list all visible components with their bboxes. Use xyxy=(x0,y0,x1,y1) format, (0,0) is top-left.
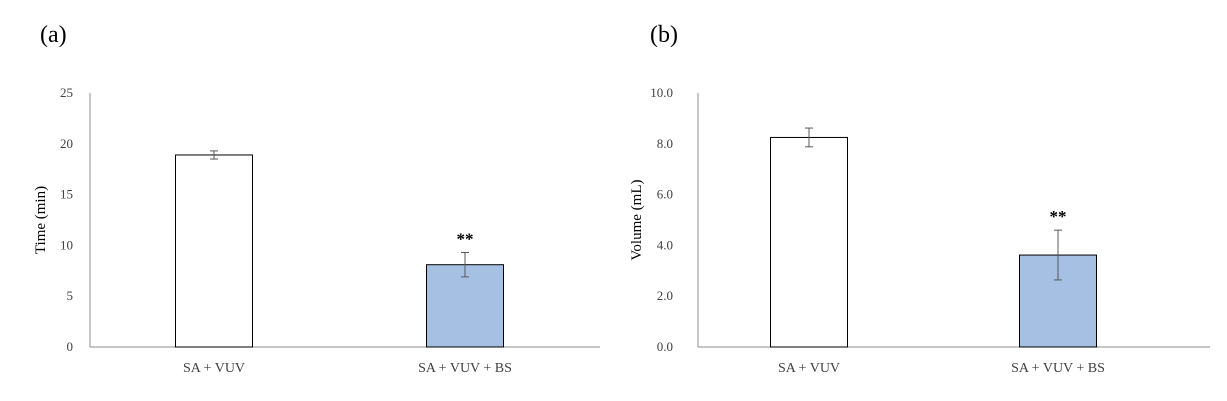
y-tick-label: 10.0 xyxy=(650,85,673,100)
x-category-label: SA + VUV + BS xyxy=(1011,361,1105,376)
y-tick-label: 2.0 xyxy=(657,288,673,303)
y-axis-label: Volume (mL) xyxy=(629,180,645,261)
y-tick-label: 0 xyxy=(67,339,74,354)
x-category-label: SA + VUV xyxy=(778,361,840,376)
y-tick-label: 10 xyxy=(60,237,73,252)
bar xyxy=(770,136,848,348)
x-category-label: SA + VUV + BS xyxy=(418,361,512,376)
y-tick-label: 5 xyxy=(67,288,74,303)
significance-label: ** xyxy=(1050,207,1067,226)
y-tick-label: 15 xyxy=(60,187,73,202)
bar xyxy=(175,154,253,348)
y-tick-label: 6.0 xyxy=(657,187,673,202)
y-tick-label: 20 xyxy=(60,136,73,151)
y-tick-label: 25 xyxy=(60,85,73,100)
y-axis-label: Time (min) xyxy=(33,186,49,254)
chart-panel-a: (a) 0 5 10 15 20 25 Time (min) SA + VUV ** SA + V… xyxy=(33,22,600,376)
bar-chart-b: 0.0 2.0 4.0 6.0 8.0 10.0 Volume (mL) SA + VUV **… xyxy=(629,85,1210,376)
panel-label: (a) xyxy=(40,22,67,48)
chart-panel-b: (b) 0.0 2.0 4.0 6.0 8.0 10.0 Volume (mL) SA + V… xyxy=(614,0,1227,401)
bar-chart-a: 0 5 10 15 20 25 Time (min) SA + VUV ** SA + VUV +… xyxy=(33,85,600,376)
significance-label: ** xyxy=(457,230,474,249)
panel-label: (b) xyxy=(650,22,678,48)
bar xyxy=(426,264,504,348)
y-tick-label: 8.0 xyxy=(657,136,673,151)
y-tick-label: 0.0 xyxy=(657,339,673,354)
x-category-label: SA + VUV xyxy=(183,361,245,376)
y-tick-label: 4.0 xyxy=(657,237,673,252)
